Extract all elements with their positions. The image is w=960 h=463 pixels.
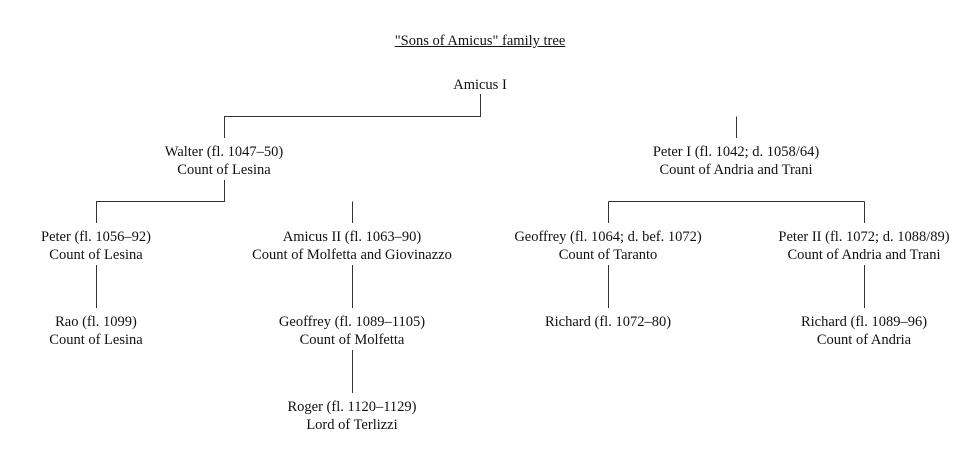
node-amicus-ii: Amicus II (fl. 1063–90) Count of Molfett… — [252, 228, 452, 264]
node-title: Count of Lesina — [177, 162, 271, 178]
node-title: Count of Lesina — [49, 332, 143, 348]
node-walter: Walter (fl. 1047–50) Count of Lesina — [165, 143, 283, 179]
node-name: Peter (fl. 1056–92) — [41, 229, 151, 245]
node-name: Geoffrey (fl. 1064; d. bef. 1072) — [514, 229, 702, 245]
node-peter-ii: Peter II (fl. 1072; d. 1088/89) Count of… — [778, 228, 949, 264]
node-amicus-i: Amicus I — [453, 76, 507, 94]
node-geoffrey-molfetta: Geoffrey (fl. 1089–1105) Count of Molfet… — [279, 313, 425, 349]
node-geoffrey-taranto: Geoffrey (fl. 1064; d. bef. 1072) Count … — [514, 228, 701, 264]
node-name: Geoffrey (fl. 1089–1105) — [278, 314, 426, 330]
connector-walter — [96, 180, 353, 223]
node-name: Amicus I — [453, 77, 507, 93]
connector-amicus1 — [224, 94, 737, 138]
node-peter: Peter (fl. 1056–92) Count of Lesina — [41, 228, 151, 264]
node-name: Walter (fl. 1047–50) — [164, 144, 284, 160]
node-title: Lord of Terlizzi — [306, 417, 398, 433]
node-richard-1072: Richard (fl. 1072–80) — [545, 313, 671, 331]
node-name: Amicus II (fl. 1063–90) — [282, 229, 422, 245]
node-name: Rao (fl. 1099) — [55, 314, 137, 330]
node-title: Count of Molfetta and Giovinazzo — [252, 247, 452, 263]
node-title: Count of Andria and Trani — [659, 162, 813, 178]
node-name: Richard (fl. 1089–96) — [800, 314, 928, 330]
node-title: Count of Molfetta — [299, 332, 405, 348]
node-rao: Rao (fl. 1099) Count of Lesina — [49, 313, 142, 349]
node-roger: Roger (fl. 1120–1129) Lord of Terlizzi — [288, 398, 417, 434]
node-name: Richard (fl. 1072–80) — [544, 314, 672, 330]
connector-peter1 — [608, 201, 865, 223]
node-title: Count of Andria — [816, 332, 912, 348]
node-name: Roger (fl. 1120–1129) — [287, 399, 417, 415]
node-name: Peter II (fl. 1072; d. 1088/89) — [778, 229, 950, 245]
node-name: Peter I (fl. 1042; d. 1058/64) — [652, 144, 820, 160]
diagram-title: "Sons of Amicus" family tree — [394, 33, 566, 49]
node-richard-1089: Richard (fl. 1089–96) Count of Andria — [801, 313, 927, 349]
node-title: Count of Andria and Trani — [787, 247, 941, 263]
node-peter-i: Peter I (fl. 1042; d. 1058/64) Count of … — [653, 143, 819, 179]
node-title: Count of Taranto — [558, 247, 658, 263]
node-title: Count of Lesina — [49, 247, 143, 263]
